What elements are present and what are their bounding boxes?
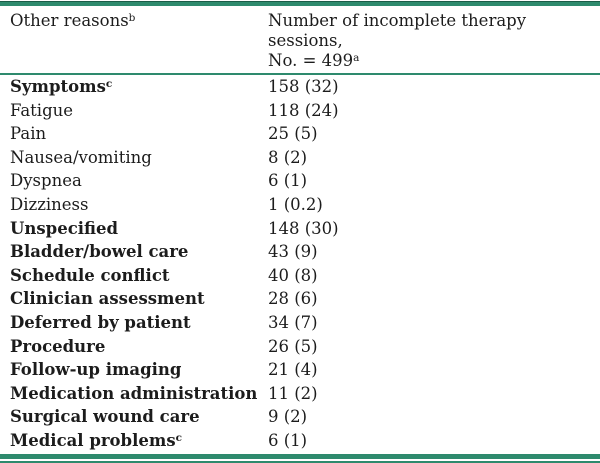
reason-cell: Symptomsc: [10, 77, 113, 96]
reason-cell: Deferred by patient: [10, 312, 191, 332]
reason-cell: Bladder/bowel care: [10, 242, 189, 262]
sessions-header-line2: No. = 499a: [268, 51, 600, 71]
table-row: Dizziness 1 (0.2): [0, 193, 600, 217]
count-cell: 43 (9): [268, 242, 318, 262]
reason-cell: Medication administration: [10, 383, 258, 403]
table-row: Clinician assessment 28 (6): [0, 287, 600, 311]
table-row: Procedure 26 (5): [0, 335, 600, 359]
reason-cell: Schedule conflict: [10, 265, 170, 285]
footnote-marker-a: a: [353, 52, 360, 65]
bottom-rule-thick: [0, 453, 600, 459]
count-cell: 1 (0.2): [268, 194, 323, 214]
table-row: Deferred by patient 34 (7): [0, 311, 600, 335]
sessions-header-count: No. = 499: [268, 51, 354, 70]
top-rule: [0, 1, 600, 6]
count-cell: 148 (30): [268, 218, 339, 238]
count-cell: 118 (24): [268, 100, 339, 120]
count-cell: 40 (8): [268, 265, 318, 285]
bottom-rule-thin: [0, 460, 600, 463]
sessions-header-line1: Number of incomplete therapy sessions,: [268, 11, 527, 50]
table-row: Schedule conflict 40 (8): [0, 264, 600, 288]
reason-cell: Unspecified: [10, 218, 119, 238]
incomplete-therapy-reasons-table: Other reasonsb Number of incomplete ther…: [0, 6, 600, 453]
count-cell: 11 (2): [268, 383, 318, 403]
table-row: Dyspnea 6 (1): [0, 169, 600, 193]
count-cell: 34 (7): [268, 312, 318, 332]
reason-cell: Dyspnea: [10, 171, 82, 191]
table-row: Medical problemsc 6 (1): [0, 429, 600, 453]
footnote-marker-c: c: [175, 432, 183, 445]
other-reasons-label: Other reasons: [10, 11, 129, 30]
reason-cell: Procedure: [10, 336, 106, 356]
table-row: Surgical wound care 9 (2): [0, 405, 600, 429]
footnote-marker-b: b: [128, 12, 136, 25]
reason-cell: Nausea/vomiting: [10, 147, 152, 167]
count-cell: 6 (1): [268, 171, 308, 191]
header-row: Other reasonsb Number of incomplete ther…: [0, 6, 600, 75]
table-header: Other reasonsb Number of incomplete ther…: [0, 6, 600, 75]
reason-cell: Fatigue: [10, 100, 74, 120]
reason-cell: Follow-up imaging: [10, 360, 182, 380]
reason-cell: Surgical wound care: [10, 407, 200, 427]
table-row: Follow-up imaging 21 (4): [0, 358, 600, 382]
count-cell: 28 (6): [268, 289, 318, 309]
count-cell: 158 (32): [268, 77, 339, 96]
column-header-other-reasons: Other reasonsb: [0, 6, 258, 75]
table-row: Medication administration 11 (2): [0, 382, 600, 406]
table-row: Bladder/bowel care 43 (9): [0, 240, 600, 264]
table-row: Nausea/vomiting 8 (2): [0, 146, 600, 170]
table-row: Unspecified 148 (30): [0, 217, 600, 241]
table-row: Symptomsc 158 (32): [0, 74, 600, 99]
reason-cell: Dizziness: [10, 194, 89, 214]
count-cell: 6 (1): [268, 430, 308, 450]
reason-cell: Pain: [10, 124, 47, 144]
count-cell: 21 (4): [268, 360, 318, 380]
column-header-sessions: Number of incomplete therapy sessions, N…: [258, 6, 600, 75]
count-cell: 26 (5): [268, 336, 318, 356]
reason-cell: Medical problemsc: [10, 430, 183, 450]
count-cell: 25 (5): [268, 124, 318, 144]
table-body: Symptomsc 158 (32) Fatigue 118 (24) Pain 25 (…: [0, 74, 600, 453]
table-row: Fatigue 118 (24): [0, 99, 600, 123]
table-row: Pain 25 (5): [0, 122, 600, 146]
reason-cell: Clinician assessment: [10, 289, 205, 309]
count-cell: 9 (2): [268, 407, 308, 427]
count-cell: 8 (2): [268, 147, 308, 167]
footnote-marker-c: c: [105, 78, 113, 91]
